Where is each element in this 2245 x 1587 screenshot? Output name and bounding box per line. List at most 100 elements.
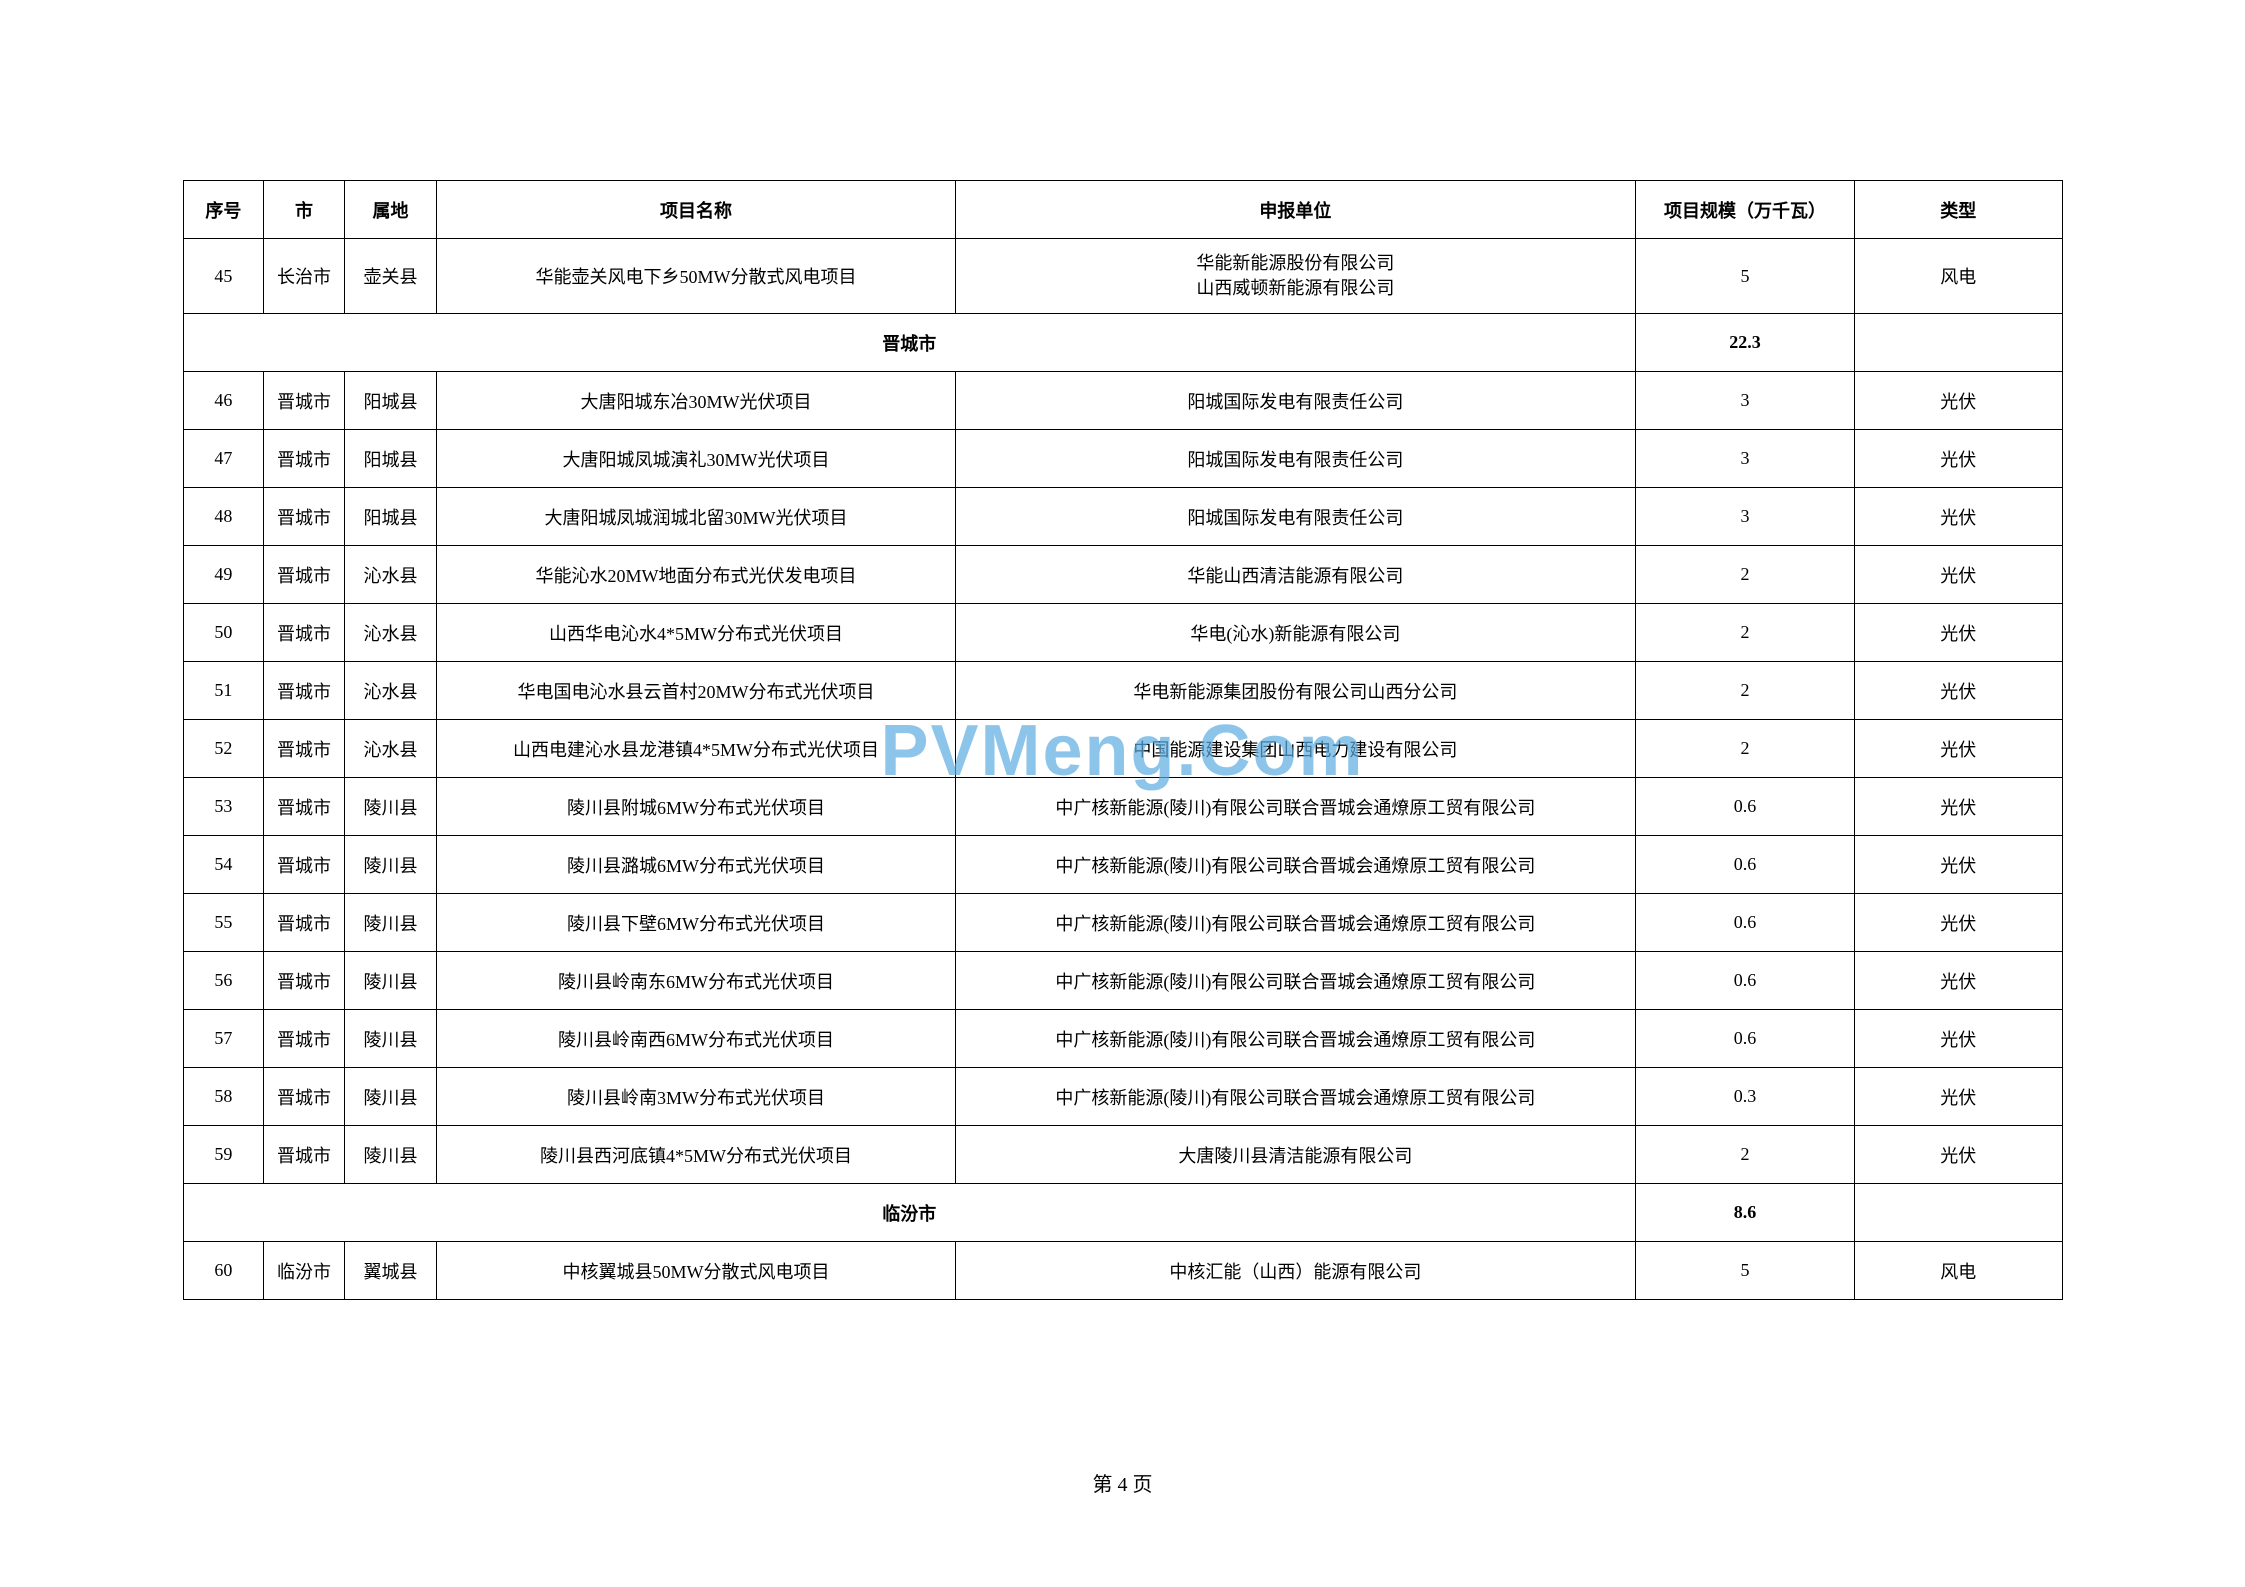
table-row: 55晋城市陵川县陵川县下壁6MW分布式光伏项目中广核新能源(陵川)有限公司联合晋… (183, 894, 2062, 952)
cell-scale: 0.6 (1635, 952, 1854, 1010)
cell-project: 陵川县附城6MW分布式光伏项目 (437, 778, 956, 836)
section-scale-cell: 22.3 (1635, 314, 1854, 372)
cell-unit: 中广核新能源(陵川)有限公司联合晋城会通燎原工贸有限公司 (955, 1068, 1635, 1126)
cell-project: 陵川县岭南西6MW分布式光伏项目 (437, 1010, 956, 1068)
cell-seq: 54 (183, 836, 264, 894)
cell-scale: 2 (1635, 546, 1854, 604)
cell-city: 晋城市 (264, 778, 345, 836)
cell-seq: 48 (183, 488, 264, 546)
table-row: 59晋城市陵川县陵川县西河底镇4*5MW分布式光伏项目大唐陵川县清洁能源有限公司… (183, 1126, 2062, 1184)
cell-seq: 58 (183, 1068, 264, 1126)
cell-city: 晋城市 (264, 488, 345, 546)
cell-type: 光伏 (1854, 720, 2062, 778)
table-row: 60临汾市翼城县中核翼城县50MW分散式风电项目中核汇能（山西）能源有限公司5风… (183, 1242, 2062, 1300)
section-title-cell: 晋城市 (183, 314, 1635, 372)
table-row: 52晋城市沁水县山西电建沁水县龙港镇4*5MW分布式光伏项目中国能源建设集团山西… (183, 720, 2062, 778)
cell-scale: 2 (1635, 1126, 1854, 1184)
cell-type: 光伏 (1854, 778, 2062, 836)
cell-unit: 华电新能源集团股份有限公司山西分公司 (955, 662, 1635, 720)
data-table: 序号 市 属地 项目名称 申报单位 项目规模（万千瓦） 类型 45长治市壶关县华… (183, 180, 2063, 1300)
table-row: 47晋城市阳城县大唐阳城凤城演礼30MW光伏项目阳城国际发电有限责任公司3光伏 (183, 430, 2062, 488)
cell-area: 阳城县 (344, 488, 436, 546)
cell-unit: 中广核新能源(陵川)有限公司联合晋城会通燎原工贸有限公司 (955, 952, 1635, 1010)
table-row: 晋城市22.3 (183, 314, 2062, 372)
unit-line1: 华能新能源股份有限公司 (960, 251, 1631, 276)
table-row: 50晋城市沁水县山西华电沁水4*5MW分布式光伏项目华电(沁水)新能源有限公司2… (183, 604, 2062, 662)
section-type-cell (1854, 314, 2062, 372)
cell-project: 大唐阳城东冶30MW光伏项目 (437, 372, 956, 430)
cell-unit: 阳城国际发电有限责任公司 (955, 430, 1635, 488)
cell-type: 风电 (1854, 239, 2062, 314)
cell-type: 光伏 (1854, 836, 2062, 894)
cell-scale: 0.3 (1635, 1068, 1854, 1126)
cell-scale: 0.6 (1635, 778, 1854, 836)
cell-unit: 华能新能源股份有限公司山西威顿新能源有限公司 (955, 239, 1635, 314)
cell-seq: 56 (183, 952, 264, 1010)
cell-city: 晋城市 (264, 430, 345, 488)
cell-area: 沁水县 (344, 604, 436, 662)
table-body: 45长治市壶关县华能壶关风电下乡50MW分散式风电项目华能新能源股份有限公司山西… (183, 239, 2062, 1300)
header-unit: 申报单位 (955, 181, 1635, 239)
cell-seq: 49 (183, 546, 264, 604)
cell-area: 阳城县 (344, 372, 436, 430)
cell-type: 光伏 (1854, 488, 2062, 546)
table-row: 54晋城市陵川县陵川县潞城6MW分布式光伏项目中广核新能源(陵川)有限公司联合晋… (183, 836, 2062, 894)
unit-line2: 山西威顿新能源有限公司 (960, 276, 1631, 301)
header-type: 类型 (1854, 181, 2062, 239)
cell-type: 光伏 (1854, 1010, 2062, 1068)
cell-scale: 3 (1635, 488, 1854, 546)
page-number: 第 4 页 (1093, 1468, 1153, 1497)
cell-city: 临汾市 (264, 1242, 345, 1300)
cell-project: 华能沁水20MW地面分布式光伏发电项目 (437, 546, 956, 604)
cell-unit: 华电(沁水)新能源有限公司 (955, 604, 1635, 662)
cell-seq: 50 (183, 604, 264, 662)
cell-city: 晋城市 (264, 662, 345, 720)
cell-type: 光伏 (1854, 430, 2062, 488)
cell-city: 晋城市 (264, 546, 345, 604)
cell-scale: 2 (1635, 662, 1854, 720)
cell-unit: 中广核新能源(陵川)有限公司联合晋城会通燎原工贸有限公司 (955, 894, 1635, 952)
cell-city: 晋城市 (264, 604, 345, 662)
cell-scale: 0.6 (1635, 894, 1854, 952)
cell-type: 风电 (1854, 1242, 2062, 1300)
table-row: 53晋城市陵川县陵川县附城6MW分布式光伏项目中广核新能源(陵川)有限公司联合晋… (183, 778, 2062, 836)
table-row: 46晋城市阳城县大唐阳城东冶30MW光伏项目阳城国际发电有限责任公司3光伏 (183, 372, 2062, 430)
cell-project: 大唐阳城凤城演礼30MW光伏项目 (437, 430, 956, 488)
cell-area: 沁水县 (344, 546, 436, 604)
cell-scale: 0.6 (1635, 836, 1854, 894)
cell-project: 山西华电沁水4*5MW分布式光伏项目 (437, 604, 956, 662)
cell-type: 光伏 (1854, 662, 2062, 720)
cell-type: 光伏 (1854, 372, 2062, 430)
cell-seq: 45 (183, 239, 264, 314)
cell-project: 陵川县下壁6MW分布式光伏项目 (437, 894, 956, 952)
cell-city: 晋城市 (264, 720, 345, 778)
cell-area: 翼城县 (344, 1242, 436, 1300)
cell-city: 晋城市 (264, 1126, 345, 1184)
cell-scale: 3 (1635, 430, 1854, 488)
table-row: 58晋城市陵川县陵川县岭南3MW分布式光伏项目中广核新能源(陵川)有限公司联合晋… (183, 1068, 2062, 1126)
header-project: 项目名称 (437, 181, 956, 239)
cell-type: 光伏 (1854, 952, 2062, 1010)
cell-project: 大唐阳城凤城润城北留30MW光伏项目 (437, 488, 956, 546)
cell-unit: 中广核新能源(陵川)有限公司联合晋城会通燎原工贸有限公司 (955, 1010, 1635, 1068)
table-container: PVMeng.Com 序号 市 属地 项目名称 申报单位 项目规模（万千瓦） 类… (183, 180, 2063, 1300)
cell-area: 陵川县 (344, 894, 436, 952)
cell-seq: 57 (183, 1010, 264, 1068)
cell-area: 沁水县 (344, 662, 436, 720)
cell-type: 光伏 (1854, 604, 2062, 662)
cell-project: 陵川县岭南东6MW分布式光伏项目 (437, 952, 956, 1010)
cell-type: 光伏 (1854, 1068, 2062, 1126)
header-seq: 序号 (183, 181, 264, 239)
cell-seq: 52 (183, 720, 264, 778)
cell-project: 陵川县岭南3MW分布式光伏项目 (437, 1068, 956, 1126)
cell-area: 陵川县 (344, 1010, 436, 1068)
table-row: 56晋城市陵川县陵川县岭南东6MW分布式光伏项目中广核新能源(陵川)有限公司联合… (183, 952, 2062, 1010)
cell-unit: 阳城国际发电有限责任公司 (955, 488, 1635, 546)
cell-seq: 53 (183, 778, 264, 836)
cell-unit: 中国能源建设集团山西电力建设有限公司 (955, 720, 1635, 778)
table-row: 51晋城市沁水县华电国电沁水县云首村20MW分布式光伏项目华电新能源集团股份有限… (183, 662, 2062, 720)
table-header-row: 序号 市 属地 项目名称 申报单位 项目规模（万千瓦） 类型 (183, 181, 2062, 239)
cell-area: 陵川县 (344, 1068, 436, 1126)
cell-seq: 55 (183, 894, 264, 952)
section-scale-cell: 8.6 (1635, 1184, 1854, 1242)
